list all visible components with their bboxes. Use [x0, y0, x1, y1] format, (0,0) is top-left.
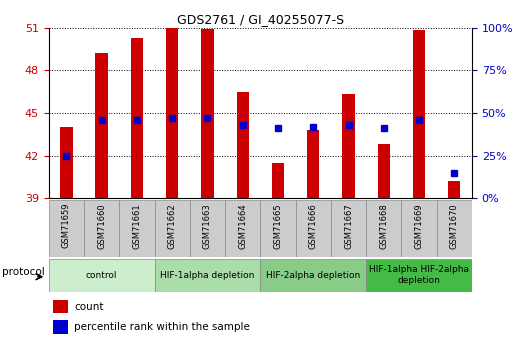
Text: HIF-1alpha depletion: HIF-1alpha depletion	[160, 270, 254, 280]
Bar	[272, 163, 284, 198]
Text: HIF-2alpha depletion: HIF-2alpha depletion	[266, 270, 360, 280]
Bar	[225, 200, 260, 257]
Text: GSM71663: GSM71663	[203, 203, 212, 249]
Bar	[448, 181, 461, 198]
Text: GSM71668: GSM71668	[379, 203, 388, 249]
Bar	[119, 200, 154, 257]
Text: GSM71664: GSM71664	[238, 203, 247, 248]
Bar	[260, 200, 295, 257]
Title: GDS2761 / GI_40255077-S: GDS2761 / GI_40255077-S	[177, 13, 344, 27]
Text: GSM71659: GSM71659	[62, 203, 71, 248]
Bar	[60, 127, 72, 198]
Bar	[260, 259, 366, 292]
Bar	[307, 130, 320, 198]
Bar	[49, 259, 154, 292]
Bar	[201, 29, 213, 198]
Bar	[366, 259, 472, 292]
Bar	[154, 200, 190, 257]
Text: GSM71660: GSM71660	[97, 203, 106, 248]
Bar	[366, 200, 401, 257]
Bar	[190, 200, 225, 257]
Bar	[53, 320, 68, 334]
Text: GSM71662: GSM71662	[168, 203, 176, 248]
Bar	[53, 300, 68, 313]
Text: GSM71661: GSM71661	[132, 203, 142, 248]
Text: count: count	[74, 302, 104, 312]
Bar	[95, 53, 108, 198]
Text: percentile rank within the sample: percentile rank within the sample	[74, 322, 250, 332]
Text: GSM71669: GSM71669	[415, 203, 424, 248]
Bar	[131, 38, 143, 198]
Text: GSM71670: GSM71670	[450, 203, 459, 248]
Bar	[401, 200, 437, 257]
Text: protocol: protocol	[3, 267, 45, 277]
Bar	[413, 30, 425, 198]
Text: GSM71667: GSM71667	[344, 203, 353, 249]
Text: HIF-1alpha HIF-2alpha
depletion: HIF-1alpha HIF-2alpha depletion	[369, 265, 469, 285]
Text: control: control	[86, 270, 117, 280]
Text: GSM71665: GSM71665	[273, 203, 283, 248]
Bar	[154, 259, 260, 292]
Bar	[236, 92, 249, 198]
Bar	[84, 200, 119, 257]
Bar	[342, 95, 354, 198]
Bar	[437, 200, 472, 257]
Bar	[166, 22, 179, 198]
Bar	[331, 200, 366, 257]
Bar	[295, 200, 331, 257]
Text: GSM71666: GSM71666	[309, 203, 318, 249]
Bar	[378, 144, 390, 198]
Bar	[49, 200, 84, 257]
